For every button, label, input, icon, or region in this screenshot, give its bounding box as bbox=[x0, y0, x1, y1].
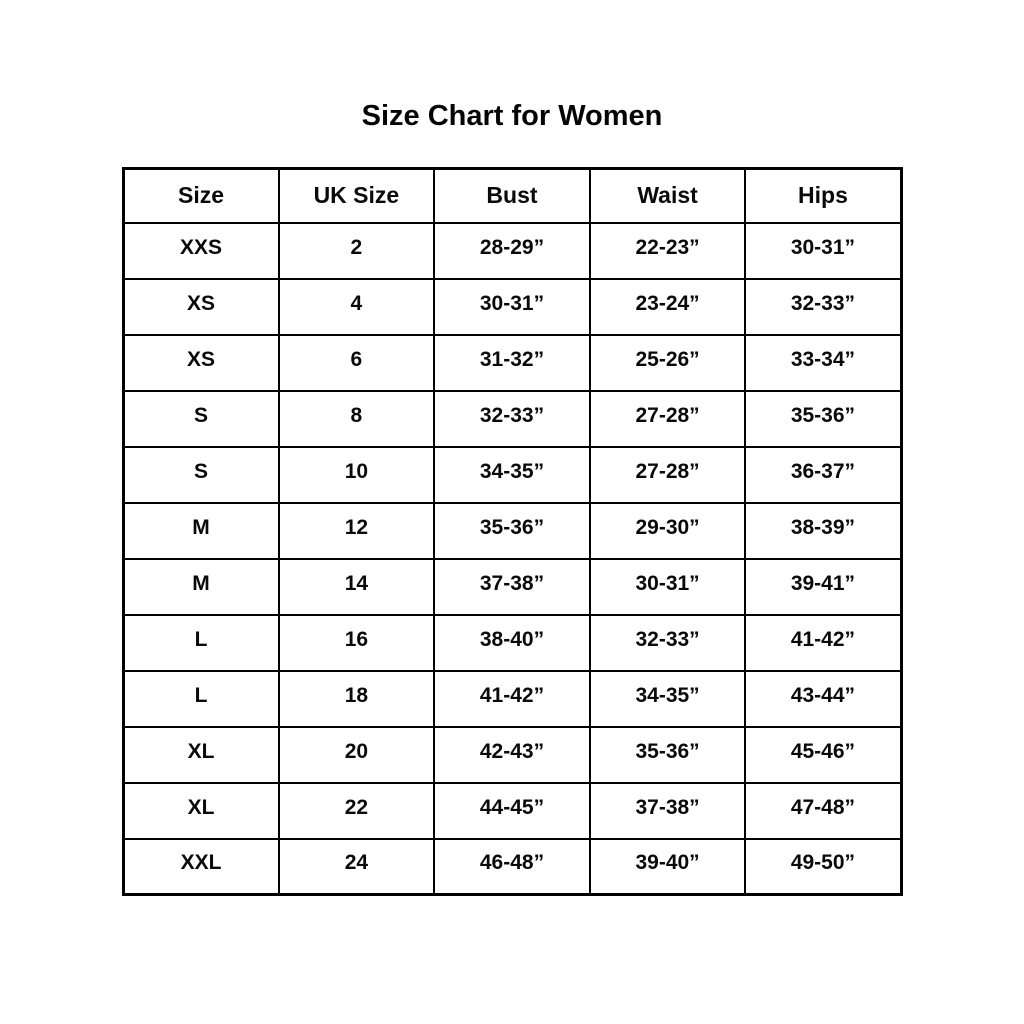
table-cell: 37-38” bbox=[588, 781, 747, 840]
table-cell: 34-35” bbox=[433, 445, 591, 504]
table-cell: 27-28” bbox=[588, 445, 747, 504]
table-cell: 35-36” bbox=[433, 501, 591, 560]
table-cell: 22 bbox=[277, 781, 436, 840]
table-cell: XL bbox=[122, 781, 280, 840]
table-body: XXS 2 28-29” 22-23” 30-31” XS 4 30-31” 23-24” 32-… bbox=[122, 221, 902, 896]
column-header: Hips bbox=[744, 167, 902, 224]
table-cell: 31-32” bbox=[433, 333, 591, 392]
table-cell: XS bbox=[122, 333, 280, 392]
table-cell: 30-31” bbox=[744, 221, 902, 280]
table-cell: 36-37” bbox=[744, 445, 902, 504]
table-cell: 38-40” bbox=[433, 613, 591, 672]
table-cell: 20 bbox=[277, 725, 436, 784]
table-row: XL 20 42-43” 35-36” 45-46” bbox=[122, 725, 902, 784]
table-header: Size UK Size Bust Waist Hips bbox=[122, 167, 902, 224]
column-header: UK Size bbox=[277, 167, 436, 224]
table-cell: 46-48” bbox=[433, 837, 591, 896]
table-cell: 37-38” bbox=[433, 557, 591, 616]
table-cell: 18 bbox=[277, 669, 436, 728]
table-cell: 47-48” bbox=[744, 781, 902, 840]
table-cell: 22-23” bbox=[588, 221, 747, 280]
table-cell: 32-33” bbox=[588, 613, 747, 672]
page-title: Size Chart for Women bbox=[361, 100, 663, 132]
table-cell: XXS bbox=[122, 221, 280, 280]
table-cell: 39-41” bbox=[744, 557, 902, 616]
column-header: Waist bbox=[588, 167, 747, 224]
table-cell: 45-46” bbox=[744, 725, 902, 784]
table-cell: 6 bbox=[277, 333, 436, 392]
table-row: S 10 34-35” 27-28” 36-37” bbox=[122, 445, 902, 504]
table-cell: 10 bbox=[277, 445, 436, 504]
table-cell: 41-42” bbox=[744, 613, 902, 672]
table-cell: 32-33” bbox=[744, 277, 902, 336]
table-cell: 42-43” bbox=[433, 725, 591, 784]
table-cell: S bbox=[122, 445, 280, 504]
table-cell: 30-31” bbox=[588, 557, 747, 616]
table-cell: 2 bbox=[277, 221, 436, 280]
table-cell: 43-44” bbox=[744, 669, 902, 728]
table-row: XS 4 30-31” 23-24” 32-33” bbox=[122, 277, 902, 336]
table-cell: 49-50” bbox=[744, 837, 902, 896]
table-cell: 39-40” bbox=[588, 837, 747, 896]
table-cell: 32-33” bbox=[433, 389, 591, 448]
table-cell: 34-35” bbox=[588, 669, 747, 728]
table-row: XS 6 31-32” 25-26” 33-34” bbox=[122, 333, 902, 392]
table-cell: 38-39” bbox=[744, 501, 902, 560]
table-row: XXL 24 46-48” 39-40” 49-50” bbox=[122, 837, 902, 896]
table-cell: 35-36” bbox=[588, 725, 747, 784]
table-row: XL 22 44-45” 37-38” 47-48” bbox=[122, 781, 902, 840]
header-row: Size UK Size Bust Waist Hips bbox=[122, 167, 902, 224]
table-cell: 35-36” bbox=[744, 389, 902, 448]
table-cell: M bbox=[122, 557, 280, 616]
table-cell: L bbox=[122, 613, 280, 672]
table-cell: 23-24” bbox=[588, 277, 747, 336]
table-cell: 8 bbox=[277, 389, 436, 448]
table-cell: 30-31” bbox=[433, 277, 591, 336]
table-cell: 14 bbox=[277, 557, 436, 616]
table-cell: XS bbox=[122, 277, 280, 336]
size-chart-table: Size UK Size Bust Waist Hips XXS 2 28-29” 22-23… bbox=[121, 167, 903, 896]
table-cell: XXL bbox=[122, 837, 280, 896]
table-cell: M bbox=[122, 501, 280, 560]
table-cell: 29-30” bbox=[588, 501, 747, 560]
table-row: S 8 32-33” 27-28” 35-36” bbox=[122, 389, 902, 448]
table-row: M 12 35-36” 29-30” 38-39” bbox=[122, 501, 902, 560]
table-row: XXS 2 28-29” 22-23” 30-31” bbox=[122, 221, 902, 280]
table-cell: XL bbox=[122, 725, 280, 784]
table-cell: 4 bbox=[277, 277, 436, 336]
column-header: Bust bbox=[433, 167, 591, 224]
table-cell: L bbox=[122, 669, 280, 728]
column-header: Size bbox=[122, 167, 280, 224]
table-cell: 27-28” bbox=[588, 389, 747, 448]
table-cell: 44-45” bbox=[433, 781, 591, 840]
table-row: L 16 38-40” 32-33” 41-42” bbox=[122, 613, 902, 672]
table-cell: S bbox=[122, 389, 280, 448]
table-row: L 18 41-42” 34-35” 43-44” bbox=[122, 669, 902, 728]
table-cell: 25-26” bbox=[588, 333, 747, 392]
table-row: M 14 37-38” 30-31” 39-41” bbox=[122, 557, 902, 616]
table-cell: 24 bbox=[277, 837, 436, 896]
table-cell: 28-29” bbox=[433, 221, 591, 280]
table-cell: 41-42” bbox=[433, 669, 591, 728]
table-cell: 12 bbox=[277, 501, 436, 560]
table-cell: 33-34” bbox=[744, 333, 902, 392]
table-cell: 16 bbox=[277, 613, 436, 672]
